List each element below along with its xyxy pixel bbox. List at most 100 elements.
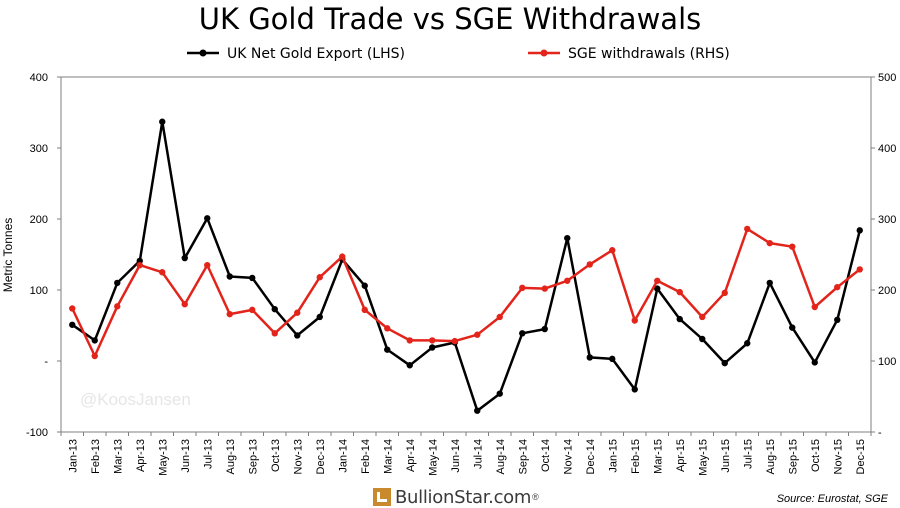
data-point-uk-net-export: [361, 282, 368, 289]
data-point-uk-net-export: [384, 346, 391, 353]
data-point-sge-withdrawals: [519, 284, 526, 292]
series-line-uk-net-export: [71, 120, 862, 412]
data-point-sge-withdrawals: [676, 288, 683, 296]
data-point-sge-withdrawals: [541, 285, 548, 292]
data-point-uk-net-export: [609, 355, 616, 363]
x-tick-label: Aug-14: [495, 439, 507, 474]
x-tick-label: Nov-14: [562, 439, 574, 474]
x-tick-label: Mar-13: [112, 439, 124, 474]
data-point-uk-net-export: [631, 386, 638, 393]
x-tick-label: Jul-15: [742, 439, 754, 469]
y-left-tick-label: 400: [30, 72, 48, 84]
x-tick-label: Jul-14: [472, 439, 484, 469]
x-tick-label: Sep-15: [787, 439, 799, 474]
data-point-uk-net-export: [744, 340, 751, 347]
data-point-sge-withdrawals: [789, 243, 796, 250]
data-point-sge-withdrawals: [721, 289, 728, 297]
y-right-tick-label: 400: [878, 143, 896, 155]
brand-registered-mark: ®: [532, 492, 539, 502]
data-point-uk-net-export: [564, 234, 571, 242]
data-point-sge-withdrawals: [91, 352, 98, 360]
y-left-tick-label: 300: [30, 143, 48, 155]
data-point-uk-net-export: [181, 254, 188, 262]
data-point-sge-withdrawals: [744, 225, 751, 233]
data-point-uk-net-export: [249, 274, 256, 282]
y-right-tick-label: -: [878, 427, 882, 439]
y-left-tick-label: -: [44, 356, 48, 368]
data-point-uk-net-export: [114, 279, 121, 287]
data-point-uk-net-export: [429, 344, 436, 351]
data-point-sge-withdrawals: [496, 313, 503, 321]
y-right-tick-label: 200: [878, 285, 896, 297]
data-point-uk-net-export: [474, 407, 481, 414]
data-point-sge-withdrawals: [699, 313, 706, 321]
legend-label-sge: SGE withdrawals (RHS): [568, 46, 730, 62]
x-tick-label: Feb-15: [630, 439, 642, 474]
data-point-uk-net-export: [316, 313, 323, 321]
x-tick-label: Dec-13: [315, 439, 327, 474]
data-point-sge-withdrawals: [136, 261, 143, 269]
data-point-sge-withdrawals: [114, 303, 121, 310]
x-tick-label: Nov-15: [832, 439, 844, 474]
x-tick-label: May-13: [157, 439, 169, 476]
x-tick-label: Mar-14: [382, 439, 394, 474]
series-layer: [69, 118, 863, 414]
data-point-uk-net-export: [91, 337, 98, 344]
x-tick-label: Jan-15: [607, 439, 619, 473]
data-point-uk-net-export: [69, 321, 76, 328]
watermark: @KoosJansen: [80, 390, 191, 409]
data-point-uk-net-export: [699, 335, 706, 343]
y-right-tick-label: 100: [878, 356, 896, 368]
x-tick-label: Sep-13: [247, 439, 259, 474]
data-point-sge-withdrawals: [474, 331, 481, 338]
x-tick-label: Nov-13: [292, 439, 304, 474]
x-tick-label: Aug-15: [765, 439, 777, 474]
data-point-sge-withdrawals: [631, 317, 638, 324]
data-point-sge-withdrawals: [204, 261, 211, 269]
data-point-uk-net-export: [519, 330, 526, 337]
data-point-uk-net-export: [856, 227, 863, 234]
data-point-sge-withdrawals: [586, 261, 593, 268]
data-point-uk-net-export: [586, 354, 593, 361]
data-point-sge-withdrawals: [226, 310, 233, 318]
data-point-sge-withdrawals: [654, 277, 661, 284]
x-tick-label: Oct-15: [810, 439, 822, 472]
data-point-sge-withdrawals: [609, 247, 616, 254]
y-left-tick-label: 100: [30, 285, 48, 297]
data-point-sge-withdrawals: [564, 277, 571, 284]
data-point-sge-withdrawals: [429, 337, 436, 344]
legend-marker-uk: [199, 49, 207, 57]
y-axis-label: Metric Tonnes: [1, 218, 15, 292]
data-point-uk-net-export: [204, 215, 211, 222]
y-right-tick-label: 500: [878, 72, 896, 84]
data-point-uk-net-export: [159, 118, 166, 125]
legend-marker-sge: [540, 49, 548, 57]
data-point-sge-withdrawals: [766, 239, 773, 247]
data-point-sge-withdrawals: [451, 337, 458, 345]
y-right-tick-label: 300: [878, 214, 896, 226]
x-tick-label: Apr-15: [675, 439, 687, 472]
x-tick-label: Feb-13: [90, 439, 102, 474]
source-note: Source: Eurostat, SGE: [776, 493, 888, 505]
x-tick-label: Oct-14: [540, 439, 552, 472]
data-point-sge-withdrawals: [811, 303, 818, 311]
data-point-uk-net-export: [721, 359, 728, 367]
x-tick-label: Jun-13: [180, 439, 192, 473]
x-tick-label: Apr-13: [135, 439, 147, 472]
y-left-tick-label: -100: [26, 427, 48, 439]
data-point-uk-net-export: [496, 390, 503, 397]
x-tick-label: Aug-13: [225, 439, 237, 474]
x-tick-label: Jul-13: [202, 439, 214, 469]
data-point-uk-net-export: [294, 332, 301, 339]
data-point-uk-net-export: [654, 285, 661, 292]
data-point-sge-withdrawals: [406, 337, 413, 344]
data-point-uk-net-export: [676, 315, 683, 323]
data-point-sge-withdrawals: [834, 283, 841, 291]
legend-label-uk: UK Net Gold Export (LHS): [227, 46, 405, 62]
legend: UK Net Gold Export (LHS) SGE withdrawals…: [187, 46, 730, 62]
data-point-sge-withdrawals: [856, 266, 863, 273]
data-point-uk-net-export: [406, 362, 413, 369]
data-point-sge-withdrawals: [316, 274, 323, 281]
x-tick-label: Jun-15: [720, 439, 732, 473]
